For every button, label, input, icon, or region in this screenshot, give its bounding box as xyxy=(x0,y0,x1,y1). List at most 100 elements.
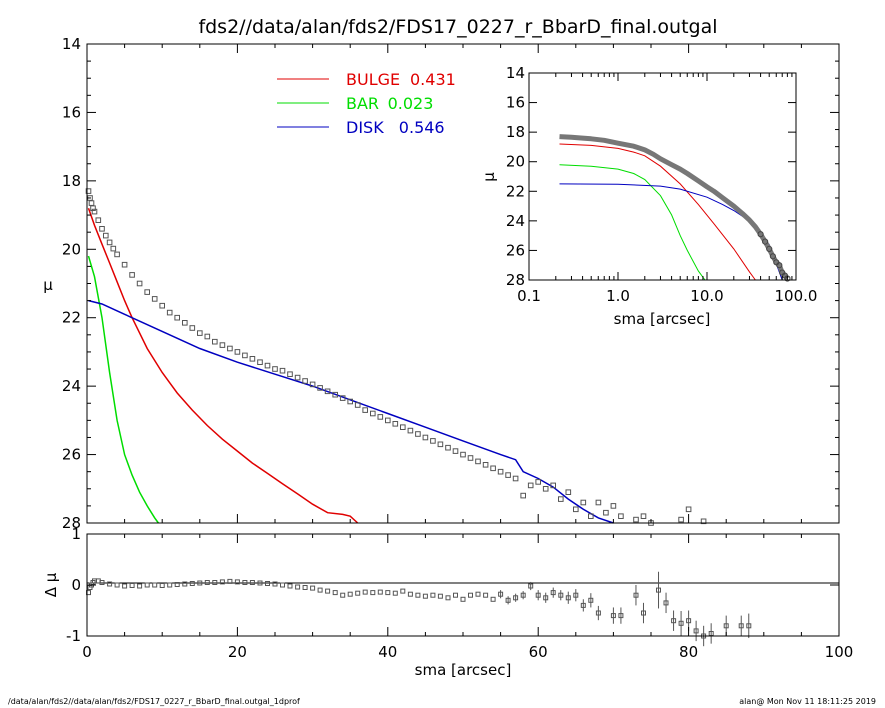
inset-plot-frame xyxy=(528,72,797,281)
main-data-point xyxy=(452,448,459,454)
main-data-point xyxy=(272,366,278,372)
inset-x-tick-label: 1.0 xyxy=(606,287,630,305)
residual-point xyxy=(242,580,248,585)
residual-point xyxy=(249,580,255,585)
main-data-point xyxy=(159,302,165,309)
residual-point xyxy=(580,602,586,608)
legend-value-bulge: 0.431 xyxy=(410,70,456,89)
residual-point xyxy=(678,620,684,626)
residual-point xyxy=(227,578,233,584)
residual-point xyxy=(99,580,105,585)
main-y-axis-label: μ xyxy=(43,276,53,294)
main-data-point xyxy=(332,391,338,398)
x-tick-label: 100 xyxy=(825,643,854,661)
main-data-point xyxy=(362,407,368,413)
x-tick-label: 0 xyxy=(82,643,92,661)
residual-y-tick-label: 1 xyxy=(71,525,81,543)
residual-point xyxy=(129,583,135,588)
residual-point xyxy=(137,583,143,589)
main-data-point xyxy=(422,434,429,441)
footer-file-path: /data/alan/fds2//data/alan/fds2/FDS17_02… xyxy=(8,697,300,706)
main-y-tick-label: 16 xyxy=(62,103,81,121)
main-data-point xyxy=(317,385,323,391)
main-data-point xyxy=(467,455,474,461)
main-data-point xyxy=(573,506,579,513)
inset-y-tick-label: 28 xyxy=(506,271,525,289)
inset-data-point xyxy=(762,238,769,245)
inset-y-tick-label: 26 xyxy=(506,241,525,259)
main-profile-panel: 14 16 18 20 22 24 26 28 μ xyxy=(43,35,840,532)
residual-point xyxy=(265,581,270,586)
residual-point xyxy=(573,592,579,598)
residual-point xyxy=(453,592,458,598)
residual-point xyxy=(656,587,661,593)
residual-point xyxy=(287,583,293,589)
main-data-point xyxy=(106,239,113,246)
main-data-point xyxy=(95,217,102,223)
inset-y-tick-label: 18 xyxy=(506,123,525,141)
residual-point xyxy=(693,628,699,634)
residual-points xyxy=(86,571,752,647)
residual-point xyxy=(407,591,413,597)
main-curve-disk xyxy=(88,299,614,524)
residual-point xyxy=(746,623,752,629)
main-data-point xyxy=(99,226,105,232)
residual-point xyxy=(490,596,496,602)
main-data-point xyxy=(505,472,511,478)
residual-point xyxy=(167,582,173,588)
main-data-point xyxy=(85,188,92,194)
residual-point xyxy=(377,589,383,595)
inset-data-point xyxy=(757,231,764,238)
main-data-point xyxy=(242,352,248,359)
main-data-point xyxy=(189,325,196,331)
residual-point xyxy=(738,623,744,629)
main-data-point xyxy=(512,475,519,482)
inset-y-tick-label: 24 xyxy=(506,212,525,230)
x-tick-label: 80 xyxy=(679,643,698,661)
residual-point xyxy=(437,593,443,599)
residual-y-tick-label: -1 xyxy=(66,627,81,645)
main-data-point xyxy=(385,417,391,424)
x-tick-label: 60 xyxy=(529,643,548,661)
main-data-point xyxy=(129,272,135,278)
main-data-point xyxy=(287,371,293,377)
main-data-point xyxy=(377,414,384,420)
residual-point xyxy=(182,581,188,587)
main-y-tick-label: 26 xyxy=(62,446,81,464)
main-data-point xyxy=(610,503,617,509)
main-data-point xyxy=(174,314,180,321)
main-data-point xyxy=(114,251,120,258)
legend-value-bar: 0.023 xyxy=(388,94,434,113)
residual-point xyxy=(234,579,240,585)
main-data-point xyxy=(633,516,639,523)
residual-point xyxy=(445,595,451,601)
main-data-point xyxy=(204,333,211,340)
residual-point xyxy=(197,580,203,586)
residual-point xyxy=(114,582,120,588)
inset-panel: 0.1 1.0 10.0 100.0 14 16 18 20 22 24 26 28 μ sma [a… xyxy=(480,64,817,328)
residual-point xyxy=(671,618,677,624)
main-data-point xyxy=(90,205,96,211)
residual-point xyxy=(325,588,331,594)
main-data-point xyxy=(400,424,406,430)
main-data-point xyxy=(580,499,587,506)
residual-point xyxy=(385,590,391,596)
residual-point xyxy=(355,590,361,596)
residual-point xyxy=(528,583,534,589)
main-data-point xyxy=(685,506,692,513)
inset-y-tick-label: 20 xyxy=(506,153,525,171)
main-y-tick-label: 28 xyxy=(62,514,81,532)
residual-point xyxy=(633,592,639,598)
residual-point xyxy=(543,595,549,601)
main-data-point xyxy=(302,378,308,384)
main-ticks: 14 16 18 20 22 24 26 28 xyxy=(62,35,840,532)
main-data-point xyxy=(700,518,707,525)
residual-point xyxy=(595,610,601,616)
residual-point xyxy=(189,581,195,586)
residual-point xyxy=(310,585,316,591)
residual-point xyxy=(257,580,263,586)
residual-point xyxy=(686,618,692,624)
inset-x-tick-label: 100.0 xyxy=(775,287,818,305)
residual-point xyxy=(400,588,406,594)
